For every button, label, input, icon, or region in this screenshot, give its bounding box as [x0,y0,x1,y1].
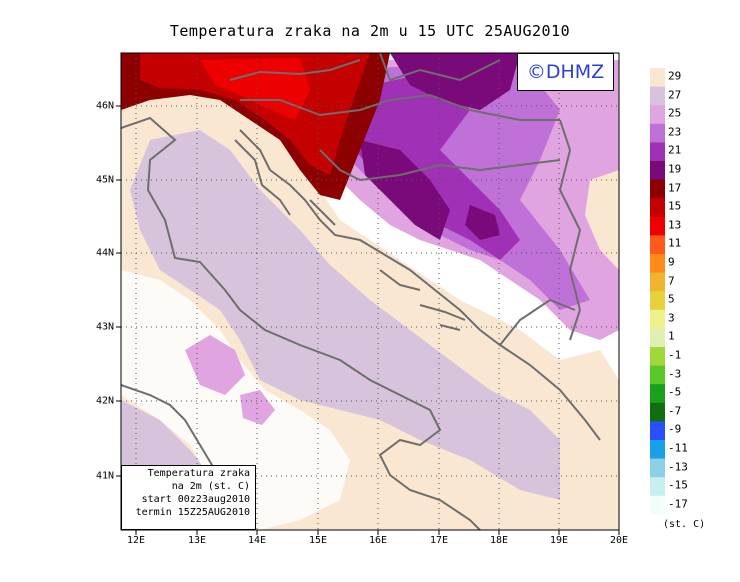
colorbar-label-2: 25 [668,106,682,120]
colorbar-swatch-2 [650,105,665,125]
colorbar-label-22: -15 [668,478,688,492]
colorbar-swatch-13 [650,309,665,329]
colorbar-label-9: 11 [668,236,682,250]
colorbar-swatch-17 [650,384,665,404]
colorbar-label-19: -9 [668,422,682,436]
colorbar-swatch-6 [650,179,665,199]
lon-label-16e: 16E [368,535,388,546]
coastlines [121,53,601,530]
colorbar-label-7: 15 [668,199,682,213]
italy-hot-patch-2 [240,390,275,425]
colorbar-swatch-11 [650,272,665,292]
lon-label-12e: 12E [126,535,146,546]
info-line-1: Temperatura zraka [147,468,250,479]
balkan-deep-field-2 [465,205,500,240]
colorbar-swatch-9 [650,235,665,255]
colorbar-label-6: 17 [668,181,682,195]
dalmatian-island-3 [419,304,466,321]
slovenia-border [229,59,361,81]
croatia-north-border [240,93,560,121]
italy-east-coast [121,116,481,530]
colorbar-swatch-22 [650,477,665,497]
italy-interior-field [121,270,350,530]
colorbar-swatch-3 [650,123,665,143]
axis-ticks [116,105,620,535]
map-frame [120,52,620,531]
colorbar-swatch-5 [650,161,665,180]
colorbar-swatch-12 [650,291,665,311]
colorbar-swatch-18 [650,402,665,422]
balkan-deep-field [360,140,450,240]
colorbar-swatch-10 [650,254,665,273]
lon-label-20e: 20E [609,535,629,546]
colorbar-label-1: 27 [668,88,682,102]
colorbar-swatch-1 [650,86,665,106]
southeast-warm-field [560,350,619,440]
lat-label-45n: 45N [95,174,114,186]
east-warm-field [585,170,619,270]
colorbar-swatch-14 [650,328,665,348]
colorbar-unit: (st. C) [663,519,706,530]
colorbar-label-16: -3 [668,367,682,381]
colorbar-label-8: 13 [668,218,682,232]
colorbar-swatch-20 [650,440,665,459]
colorbar-label-3: 23 [668,125,682,139]
colorbar-label-21: -13 [668,460,688,474]
colorbar-swatch-4 [650,142,665,162]
montenegro-border [499,298,576,346]
dalmatian-island-1 [309,199,336,226]
dalmatian-island-4 [439,324,461,331]
lat-label-46n: 46N [95,100,114,112]
lon-label-13e: 13E [187,535,207,546]
lat-label-44n: 44N [95,247,114,259]
colorbar-label-0: 29 [668,69,682,83]
colorbar-label-17: -5 [668,385,682,399]
colorbar-label-5: 19 [668,162,682,176]
colorbar-swatch-19 [650,421,665,441]
info-line-2: na 2m (st. C) [171,481,250,492]
lat-lon-grid [121,53,619,530]
colorbar-label-4: 21 [668,143,682,157]
colorbar-swatch-8 [650,216,665,236]
info-line-4: termin 15Z25AUG2010 [135,507,250,518]
lon-label-17e: 17E [429,535,449,546]
bosnia-east-border [558,119,582,341]
north-border [379,53,501,82]
istria-coast [234,139,291,216]
lon-label-19e: 19E [549,535,569,546]
adriatic-sea-field [130,130,560,500]
italy-hot-patch [185,335,245,395]
colorbar-label-15: -1 [668,348,682,362]
colorbar-label-18: -7 [668,404,682,418]
info-box: Temperatura zraka na 2m (st. C) start 00… [121,465,256,530]
colorbar-swatch-23 [650,495,665,515]
colorbar-label-12: 5 [668,292,675,306]
lat-label-41n: 41N [95,470,114,482]
croatia-bosnia-border [319,149,561,182]
lon-label-15e: 15E [308,535,328,546]
colorbar-label-11: 7 [668,274,675,288]
colorbar-swatch-21 [650,458,665,478]
colorbar-label-20: -11 [668,441,688,455]
dalmatian-island-2 [379,269,421,291]
colorbar-label-13: 3 [668,311,675,325]
colorbar-label-10: 9 [668,255,675,269]
lon-label-14e: 14E [247,535,267,546]
lat-label-43n: 43N [95,321,114,333]
colorbar [650,68,665,515]
croatia-coast [239,129,601,441]
lon-label-18e: 18E [489,535,509,546]
colorbar-swatch-15 [650,347,665,366]
dhmz-logo: ©DHMZ [517,53,614,91]
colorbar-swatch-16 [650,365,665,385]
map-title: Temperatura zraka na 2m u 15 UTC 25AUG20… [169,22,571,40]
lat-label-42n: 42N [95,395,114,407]
colorbar-label-23: -17 [668,497,688,511]
colorbar-swatch-0 [650,68,665,87]
colorbar-label-14: 1 [668,329,675,343]
colorbar-swatch-7 [650,198,665,218]
info-line-3: start 00z23aug2010 [141,494,250,505]
